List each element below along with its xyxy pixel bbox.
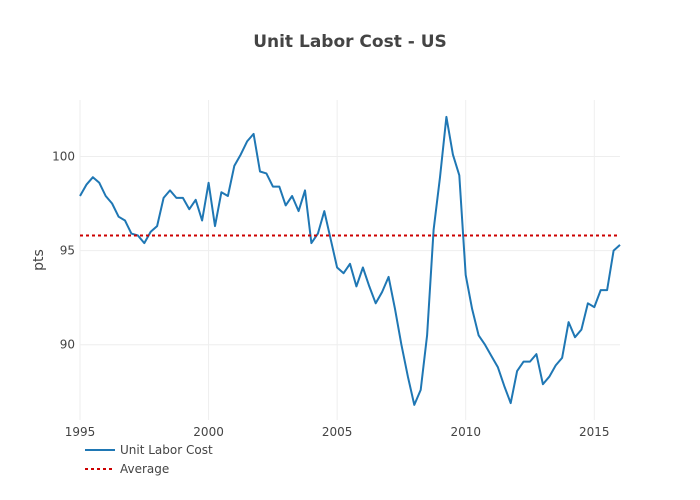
x-tick-label: 2000 bbox=[193, 425, 224, 439]
chart-title: Unit Labor Cost - US bbox=[253, 32, 447, 52]
y-tick-label: 90 bbox=[60, 338, 75, 352]
legend-label: Average bbox=[120, 462, 169, 476]
x-tick-label: 2005 bbox=[322, 425, 353, 439]
series-line-unit-labor-cost bbox=[79, 115, 621, 406]
gridlines bbox=[79, 100, 620, 420]
x-tick-label: 2015 bbox=[579, 425, 610, 439]
y-axis-ticks: 90 95 100 bbox=[52, 149, 75, 351]
y-tick-label: 100 bbox=[52, 149, 75, 163]
x-tick-label: 2010 bbox=[450, 425, 481, 439]
x-tick-label: 1995 bbox=[65, 425, 96, 439]
legend-label: Unit Labor Cost bbox=[120, 443, 213, 457]
y-axis-title: pts bbox=[31, 249, 47, 271]
y-tick-label: 95 bbox=[60, 244, 75, 258]
x-axis-ticks: 1995 2000 2005 2010 2015 bbox=[65, 425, 610, 439]
legend: Unit Labor Cost Average bbox=[85, 443, 213, 476]
